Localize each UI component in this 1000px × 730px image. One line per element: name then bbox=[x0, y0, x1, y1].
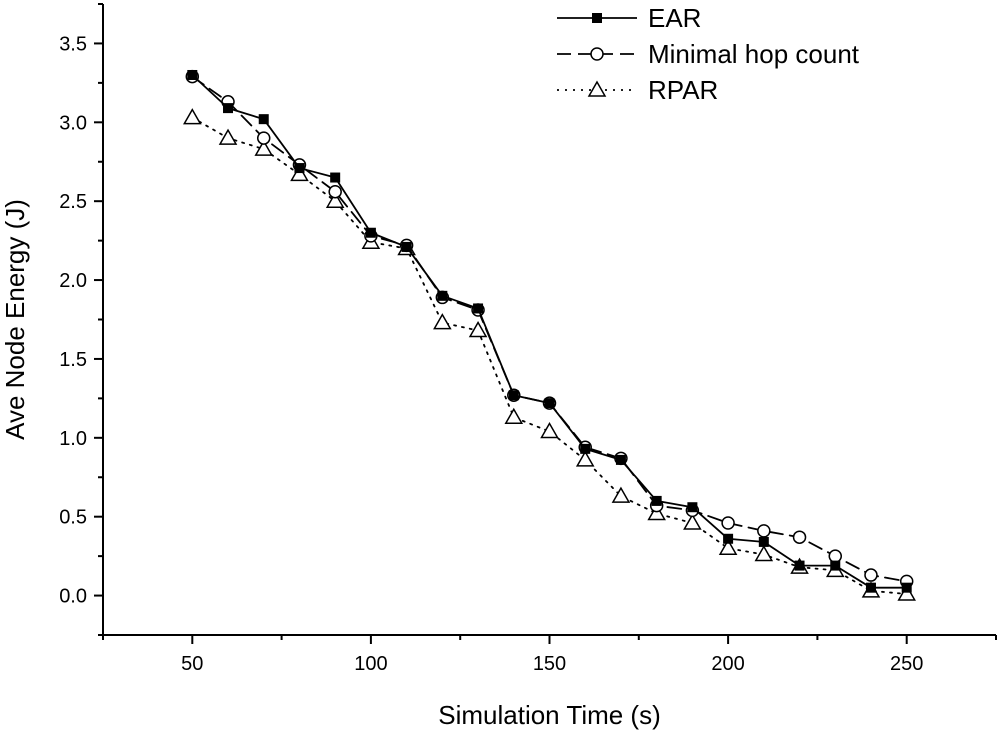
data-point-rpar bbox=[683, 513, 702, 530]
data-point-minimal-hop-count bbox=[828, 549, 843, 563]
data-point-ear bbox=[651, 495, 662, 506]
data-point-rpar bbox=[754, 545, 774, 562]
series-minimal-hop-count bbox=[185, 69, 914, 589]
data-point-ear bbox=[580, 443, 591, 454]
x-tick-label: 150 bbox=[533, 653, 566, 675]
series-line-minimal-hop-count bbox=[191, 75, 908, 583]
data-point-rpar bbox=[897, 584, 916, 601]
y-axis-ticks: 0.0 0.5 1.0 1.5 2.0 2.5 3.0 3.5 bbox=[59, 3, 103, 636]
data-point-ear bbox=[865, 582, 876, 593]
y-tick-label: 1.5 bbox=[59, 349, 87, 371]
data-point-ear bbox=[544, 398, 555, 409]
data-point-ear bbox=[294, 163, 305, 174]
data-point-rpar bbox=[183, 108, 202, 125]
series-group bbox=[183, 69, 916, 601]
data-point-rpar bbox=[325, 191, 345, 208]
y-tick-label: 3.5 bbox=[59, 33, 87, 55]
data-point-ear bbox=[723, 533, 734, 544]
x-axis-ticks: 50 100 150 200 250 bbox=[102, 635, 997, 675]
series-ear bbox=[187, 69, 912, 593]
data-point-ear bbox=[794, 560, 805, 571]
legend-label-minimal-hop-count: Minimal hop count bbox=[648, 39, 860, 69]
series-line-ear bbox=[191, 74, 908, 589]
data-point-ear bbox=[901, 582, 912, 593]
x-tick-label: 200 bbox=[711, 653, 744, 675]
data-point-ear bbox=[258, 114, 269, 125]
data-point-minimal-hop-count bbox=[864, 568, 878, 582]
data-point-ear bbox=[758, 536, 769, 547]
data-point-ear bbox=[508, 390, 519, 401]
x-tick-label: 250 bbox=[890, 653, 923, 675]
data-point-rpar bbox=[611, 486, 631, 503]
data-point-minimal-hop-count bbox=[757, 524, 771, 538]
data-point-rpar bbox=[290, 164, 309, 182]
data-point-rpar bbox=[218, 128, 238, 145]
data-point-ear bbox=[187, 69, 198, 80]
data-point-rpar bbox=[647, 504, 666, 521]
x-tick-label: 100 bbox=[354, 653, 387, 675]
data-point-ear bbox=[401, 241, 412, 252]
data-point-ear bbox=[830, 560, 841, 571]
data-point-minimal-hop-count bbox=[256, 131, 271, 145]
y-tick-label: 0.5 bbox=[59, 507, 87, 529]
y-tick-label: 1.0 bbox=[59, 428, 87, 450]
data-point-ear bbox=[473, 303, 484, 314]
y-tick-label: 3.0 bbox=[59, 112, 87, 134]
data-point-ear bbox=[365, 227, 376, 238]
data-point-rpar bbox=[468, 321, 488, 338]
y-tick-label: 0.0 bbox=[59, 586, 87, 608]
series-rpar bbox=[183, 108, 916, 601]
data-point-minimal-hop-count bbox=[721, 516, 735, 530]
y-tick-label: 2.0 bbox=[59, 270, 87, 292]
data-point-minimal-hop-count bbox=[328, 184, 342, 199]
series-line-rpar bbox=[191, 116, 908, 595]
axes bbox=[102, 4, 996, 636]
legend-marker-minimal-hop-count bbox=[590, 47, 604, 61]
legend-label-ear: EAR bbox=[648, 3, 701, 33]
data-point-rpar bbox=[504, 407, 524, 425]
data-point-ear bbox=[437, 290, 448, 301]
data-point-ear bbox=[615, 454, 626, 465]
y-axis-title: Ave Node Energy (J) bbox=[0, 199, 30, 440]
data-point-rpar bbox=[718, 538, 738, 555]
legend-marker-rpar bbox=[587, 80, 607, 97]
data-point-rpar bbox=[254, 139, 274, 156]
x-axis-title: Simulation Time (s) bbox=[438, 700, 661, 730]
data-point-rpar bbox=[575, 450, 595, 467]
data-point-ear bbox=[223, 103, 234, 114]
x-tick-label: 50 bbox=[181, 653, 203, 675]
data-point-rpar bbox=[433, 313, 452, 330]
legend-label-rpar: RPAR bbox=[648, 75, 718, 105]
legend: EAR Minimal hop count RPAR bbox=[557, 3, 860, 105]
data-point-ear bbox=[687, 502, 698, 513]
data-point-minimal-hop-count bbox=[792, 530, 807, 544]
data-point-rpar bbox=[540, 421, 559, 439]
data-point-ear bbox=[330, 172, 341, 183]
y-tick-label: 2.5 bbox=[59, 191, 87, 213]
legend-marker-ear bbox=[592, 13, 602, 23]
